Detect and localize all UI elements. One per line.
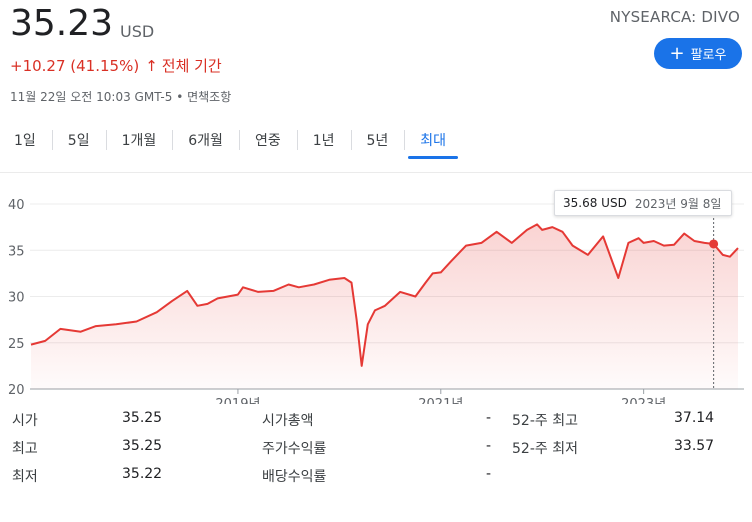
- follow-button-label: 팔로우: [690, 48, 727, 63]
- price-line: [30, 223, 739, 367]
- y-tick-label: 35: [8, 244, 25, 259]
- tab-1m[interactable]: 1개월: [105, 124, 173, 158]
- plus-icon: +: [669, 42, 685, 64]
- stat-pe-ratio-value: -: [486, 438, 492, 454]
- range-tabs: 1일 5일 1개월 6개월 연중 1년 5년 최대: [0, 124, 462, 159]
- stat-open-value: 35.25: [122, 410, 163, 426]
- tab-1d[interactable]: 1일: [14, 133, 36, 149]
- follow-button[interactable]: + 팔로우: [654, 38, 742, 69]
- stat-row: 시가 35.25 시가총액 - 52-주 최고 37.14: [0, 406, 752, 434]
- stat-pe-ratio-label: 주가수익률: [262, 441, 327, 457]
- arrow-up-icon: ↑: [145, 56, 158, 75]
- chart-tooltip: 35.68 USD 2023년 9월 8일: [554, 190, 732, 216]
- stat-open-label: 시가: [12, 413, 38, 429]
- y-tick-label: 25: [8, 337, 25, 352]
- tooltip-value: 35.68 USD: [563, 196, 627, 210]
- y-tick-label: 40: [8, 198, 25, 213]
- x-tick-label: 2021년: [418, 397, 463, 404]
- y-tick-label: 20: [8, 383, 25, 398]
- stat-low-label: 최저: [12, 469, 38, 485]
- stat-52w-low-value: 33.57: [674, 438, 715, 454]
- stat-low-value: 35.22: [122, 466, 163, 482]
- stat-52w-high-label: 52-주 최고: [512, 413, 578, 429]
- price-change: +10.27 (41.15%) ↑ 전체 기간: [10, 55, 222, 76]
- exchange-ticker: NYSEARCA: DIVO: [609, 8, 740, 26]
- stat-market-cap-value: -: [486, 410, 492, 426]
- stat-high-label: 최고: [12, 441, 38, 457]
- tab-ytd[interactable]: 연중: [238, 124, 297, 158]
- hover-point: [709, 239, 719, 249]
- price-change-value: +10.27 (41.15%): [10, 56, 140, 75]
- stat-market-cap-label: 시가총액: [262, 413, 314, 429]
- divider: [0, 172, 752, 173]
- price-change-period: 전체 기간: [161, 57, 222, 75]
- x-tick-label: 2023년: [621, 397, 666, 404]
- x-tick-label: 2019년: [215, 397, 260, 404]
- tab-5d[interactable]: 5일: [51, 124, 106, 158]
- tab-1y[interactable]: 1년: [296, 124, 351, 158]
- currency-label: USD: [120, 22, 155, 41]
- stat-row: 최저 35.22 배당수익률 -: [0, 462, 752, 490]
- y-tick-label: 30: [8, 291, 25, 306]
- tab-6m[interactable]: 6개월: [172, 124, 239, 158]
- tab-5y[interactable]: 5년: [350, 124, 405, 158]
- price-chart[interactable]: 20 25 30 35 40 2019년 2021년 2023년: [0, 180, 752, 404]
- quote-timestamp: 11월 22일 오전 10:03 GMT-5 • 면책조항: [10, 90, 232, 104]
- tooltip-date: 2023년 9월 8일: [634, 196, 722, 211]
- current-price: 35.23: [10, 3, 114, 44]
- stat-row: 최고 35.25 주가수익률 - 52-주 최저 33.57: [0, 434, 752, 462]
- stat-dividend-yield-value: -: [486, 466, 492, 482]
- stat-dividend-yield-label: 배당수익률: [262, 469, 327, 485]
- stat-52w-high-value: 37.14: [674, 410, 715, 426]
- stat-high-value: 35.25: [122, 438, 163, 454]
- tab-max[interactable]: 최대: [404, 124, 462, 159]
- stat-52w-low-label: 52-주 최저: [512, 441, 578, 457]
